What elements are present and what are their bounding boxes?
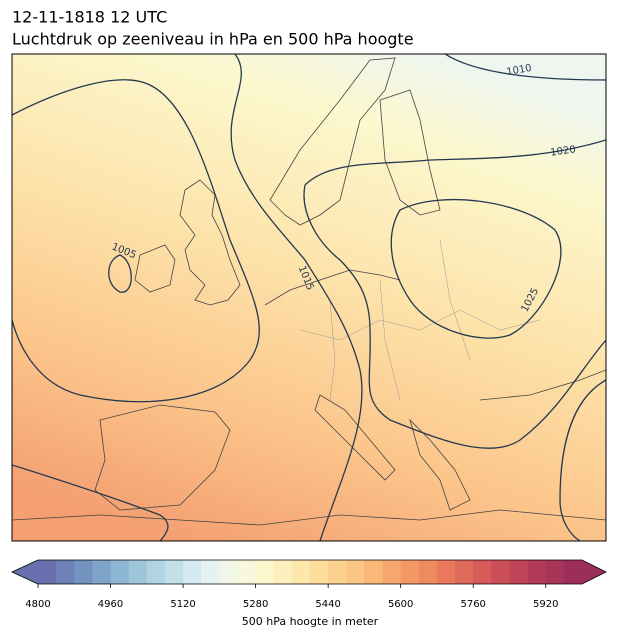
colorbar-tick-label: 5280 bbox=[243, 599, 268, 610]
borders bbox=[299, 239, 541, 401]
colorbar-segment bbox=[455, 560, 474, 584]
colorbar-segment bbox=[219, 560, 238, 584]
colorbar-segment bbox=[38, 560, 57, 584]
colorbar-segment bbox=[418, 560, 438, 584]
map-background bbox=[12, 54, 606, 541]
colorbar-segment bbox=[74, 560, 93, 584]
colorbar-segment bbox=[183, 560, 202, 584]
colorbar-extend-high bbox=[582, 560, 606, 584]
colorbar-segment bbox=[328, 560, 347, 584]
colorbar-tick-label: 5600 bbox=[388, 599, 413, 610]
colorbar-segment bbox=[473, 560, 492, 584]
colorbar-segment bbox=[491, 560, 510, 584]
colorbar-segment bbox=[273, 560, 293, 584]
colorbar-segment bbox=[509, 560, 529, 584]
colorbar-segment bbox=[255, 560, 275, 584]
colorbar-segment bbox=[364, 560, 384, 584]
coastlines bbox=[12, 57, 606, 526]
colorbar-segment bbox=[527, 560, 547, 584]
colorbar-segment bbox=[164, 560, 184, 584]
colorbar-segment bbox=[310, 560, 329, 584]
contour-label: 1020 bbox=[550, 144, 577, 158]
colorbar-segment bbox=[237, 560, 257, 584]
colorbar-label: 500 hPa hoogte in meter bbox=[242, 615, 379, 628]
subtitle: Luchtdruk op zeeniveau in hPa en 500 hPa… bbox=[12, 30, 414, 49]
colorbar-tick-label: 5760 bbox=[460, 599, 485, 610]
map bbox=[12, 54, 606, 541]
colorbar-segment bbox=[56, 560, 75, 584]
colorbar-tick-label: 5920 bbox=[533, 599, 558, 610]
colorbar-segment bbox=[400, 560, 420, 584]
colorbar: 4800 4960 5120 5280 5440 5600 5760 5920 500 hPa … bbox=[11, 559, 607, 628]
colorbar-segment bbox=[110, 560, 130, 584]
map-frame bbox=[11, 53, 607, 542]
colorbar-segment bbox=[436, 560, 456, 584]
colorbar-tick-label: 4800 bbox=[25, 599, 50, 610]
title: 12-11-1818 12 UTC bbox=[12, 8, 167, 27]
colorbar-segment bbox=[201, 560, 220, 584]
colorbar-frame bbox=[11, 559, 607, 585]
colorbar-tick-label: 5120 bbox=[170, 599, 195, 610]
colorbar-segment bbox=[92, 560, 112, 584]
colorbar-tick-label: 4960 bbox=[98, 599, 123, 610]
colorbar-segment bbox=[291, 560, 311, 584]
colorbar-extend-low bbox=[12, 560, 38, 584]
colorbar-segment bbox=[346, 560, 365, 584]
colorbar-segment bbox=[128, 560, 148, 584]
isobars bbox=[12, 54, 606, 541]
contour-label: 1010 bbox=[506, 63, 533, 78]
colorbar-tick-label: 5440 bbox=[315, 599, 340, 610]
colorbar-segment bbox=[382, 560, 402, 584]
colorbar-segment bbox=[146, 560, 166, 584]
colorbar-segment bbox=[545, 560, 565, 584]
colorbar-segment bbox=[563, 560, 583, 584]
